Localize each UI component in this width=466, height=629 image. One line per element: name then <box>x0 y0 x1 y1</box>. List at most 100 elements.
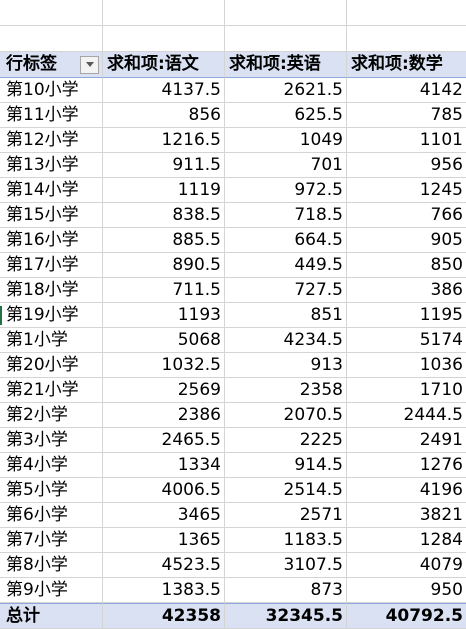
cell[interactable] <box>0 0 103 26</box>
english-sum-cell[interactable]: 718.5 <box>225 203 347 228</box>
cell[interactable] <box>0 26 103 52</box>
chinese-sum-cell[interactable]: 1383.5 <box>103 578 225 603</box>
school-name-cell[interactable]: 第18小学 <box>0 278 103 303</box>
school-name-cell[interactable]: 第2小学 <box>0 403 103 428</box>
chinese-sum-cell[interactable]: 885.5 <box>103 228 225 253</box>
chinese-sum-cell[interactable]: 1216.5 <box>103 128 225 153</box>
school-name-cell[interactable]: 第21小学 <box>0 378 103 403</box>
chinese-sum-cell[interactable]: 1119 <box>103 178 225 203</box>
english-sum-cell[interactable]: 449.5 <box>225 253 347 278</box>
cell[interactable] <box>225 26 347 52</box>
school-name-cell[interactable]: 第15小学 <box>0 203 103 228</box>
english-sum-cell[interactable]: 914.5 <box>225 453 347 478</box>
chinese-sum-cell[interactable]: 1365 <box>103 528 225 553</box>
english-sum-cell[interactable]: 851 <box>225 303 347 328</box>
chinese-sum-cell[interactable]: 4137.5 <box>103 78 225 103</box>
math-sum-cell[interactable]: 386 <box>347 278 466 303</box>
math-sum-cell[interactable]: 905 <box>347 228 466 253</box>
cell[interactable] <box>347 0 466 26</box>
chinese-sum-cell[interactable]: 911.5 <box>103 153 225 178</box>
chinese-sum-cell[interactable]: 1334 <box>103 453 225 478</box>
school-name-cell[interactable]: 第11小学 <box>0 103 103 128</box>
school-name-cell[interactable]: 第10小学 <box>0 78 103 103</box>
total-chinese[interactable]: 42358 <box>103 603 225 629</box>
english-sum-cell[interactable]: 2571 <box>225 503 347 528</box>
chinese-sum-cell[interactable]: 4523.5 <box>103 553 225 578</box>
row-labels-filter-button[interactable] <box>80 55 99 74</box>
english-sum-cell[interactable]: 3107.5 <box>225 553 347 578</box>
math-sum-cell[interactable]: 2491 <box>347 428 466 453</box>
english-sum-cell[interactable]: 701 <box>225 153 347 178</box>
chinese-sum-cell[interactable]: 2465.5 <box>103 428 225 453</box>
column-header-english[interactable]: 求和项:英语 <box>225 52 347 78</box>
math-sum-cell[interactable]: 4196 <box>347 478 466 503</box>
math-sum-cell[interactable]: 785 <box>347 103 466 128</box>
chinese-sum-cell[interactable]: 711.5 <box>103 278 225 303</box>
english-sum-cell[interactable]: 1183.5 <box>225 528 347 553</box>
math-sum-cell[interactable]: 4079 <box>347 553 466 578</box>
english-sum-cell[interactable]: 2621.5 <box>225 78 347 103</box>
row-labels-header[interactable]: 行标签 <box>0 52 103 78</box>
english-sum-cell[interactable]: 972.5 <box>225 178 347 203</box>
english-sum-cell[interactable]: 727.5 <box>225 278 347 303</box>
english-sum-cell[interactable]: 2225 <box>225 428 347 453</box>
school-name-cell[interactable]: 第19小学 <box>0 303 103 328</box>
chinese-sum-cell[interactable]: 838.5 <box>103 203 225 228</box>
english-sum-cell[interactable]: 1049 <box>225 128 347 153</box>
chinese-sum-cell[interactable]: 5068 <box>103 328 225 353</box>
cell[interactable] <box>225 0 347 26</box>
school-name-cell[interactable]: 第20小学 <box>0 353 103 378</box>
math-sum-cell[interactable]: 5174 <box>347 328 466 353</box>
chinese-sum-cell[interactable]: 890.5 <box>103 253 225 278</box>
column-header-chinese[interactable]: 求和项:语文 <box>103 52 225 78</box>
english-sum-cell[interactable]: 2070.5 <box>225 403 347 428</box>
cell[interactable] <box>103 26 225 52</box>
math-sum-cell[interactable]: 1245 <box>347 178 466 203</box>
chinese-sum-cell[interactable]: 4006.5 <box>103 478 225 503</box>
math-sum-cell[interactable]: 766 <box>347 203 466 228</box>
school-name-cell[interactable]: 第6小学 <box>0 503 103 528</box>
math-sum-cell[interactable]: 1710 <box>347 378 466 403</box>
chinese-sum-cell[interactable]: 1193 <box>103 303 225 328</box>
math-sum-cell[interactable]: 1276 <box>347 453 466 478</box>
school-name-cell[interactable]: 第5小学 <box>0 478 103 503</box>
english-sum-cell[interactable]: 873 <box>225 578 347 603</box>
math-sum-cell[interactable]: 4142 <box>347 78 466 103</box>
chinese-sum-cell[interactable]: 2569 <box>103 378 225 403</box>
math-sum-cell[interactable]: 850 <box>347 253 466 278</box>
school-name-cell[interactable]: 第13小学 <box>0 153 103 178</box>
school-name-cell[interactable]: 第3小学 <box>0 428 103 453</box>
blank-row[interactable] <box>0 0 466 26</box>
blank-row[interactable] <box>0 26 466 52</box>
total-label[interactable]: 总计 <box>0 603 103 629</box>
chinese-sum-cell[interactable]: 3465 <box>103 503 225 528</box>
english-sum-cell[interactable]: 4234.5 <box>225 328 347 353</box>
chinese-sum-cell[interactable]: 1032.5 <box>103 353 225 378</box>
math-sum-cell[interactable]: 1101 <box>347 128 466 153</box>
math-sum-cell[interactable]: 3821 <box>347 503 466 528</box>
school-name-cell[interactable]: 第1小学 <box>0 328 103 353</box>
english-sum-cell[interactable]: 664.5 <box>225 228 347 253</box>
school-name-cell[interactable]: 第7小学 <box>0 528 103 553</box>
chinese-sum-cell[interactable]: 856 <box>103 103 225 128</box>
school-name-cell[interactable]: 第4小学 <box>0 453 103 478</box>
cell[interactable] <box>103 0 225 26</box>
school-name-cell[interactable]: 第14小学 <box>0 178 103 203</box>
english-sum-cell[interactable]: 2358 <box>225 378 347 403</box>
school-name-cell[interactable]: 第17小学 <box>0 253 103 278</box>
english-sum-cell[interactable]: 2514.5 <box>225 478 347 503</box>
column-header-math[interactable]: 求和项:数学 <box>347 52 466 78</box>
math-sum-cell[interactable]: 2444.5 <box>347 403 466 428</box>
school-name-cell[interactable]: 第9小学 <box>0 578 103 603</box>
total-math[interactable]: 40792.5 <box>347 603 466 629</box>
school-name-cell[interactable]: 第8小学 <box>0 553 103 578</box>
chinese-sum-cell[interactable]: 2386 <box>103 403 225 428</box>
math-sum-cell[interactable]: 1036 <box>347 353 466 378</box>
school-name-cell[interactable]: 第16小学 <box>0 228 103 253</box>
total-english[interactable]: 32345.5 <box>225 603 347 629</box>
math-sum-cell[interactable]: 1195 <box>347 303 466 328</box>
english-sum-cell[interactable]: 625.5 <box>225 103 347 128</box>
math-sum-cell[interactable]: 956 <box>347 153 466 178</box>
english-sum-cell[interactable]: 913 <box>225 353 347 378</box>
math-sum-cell[interactable]: 1284 <box>347 528 466 553</box>
